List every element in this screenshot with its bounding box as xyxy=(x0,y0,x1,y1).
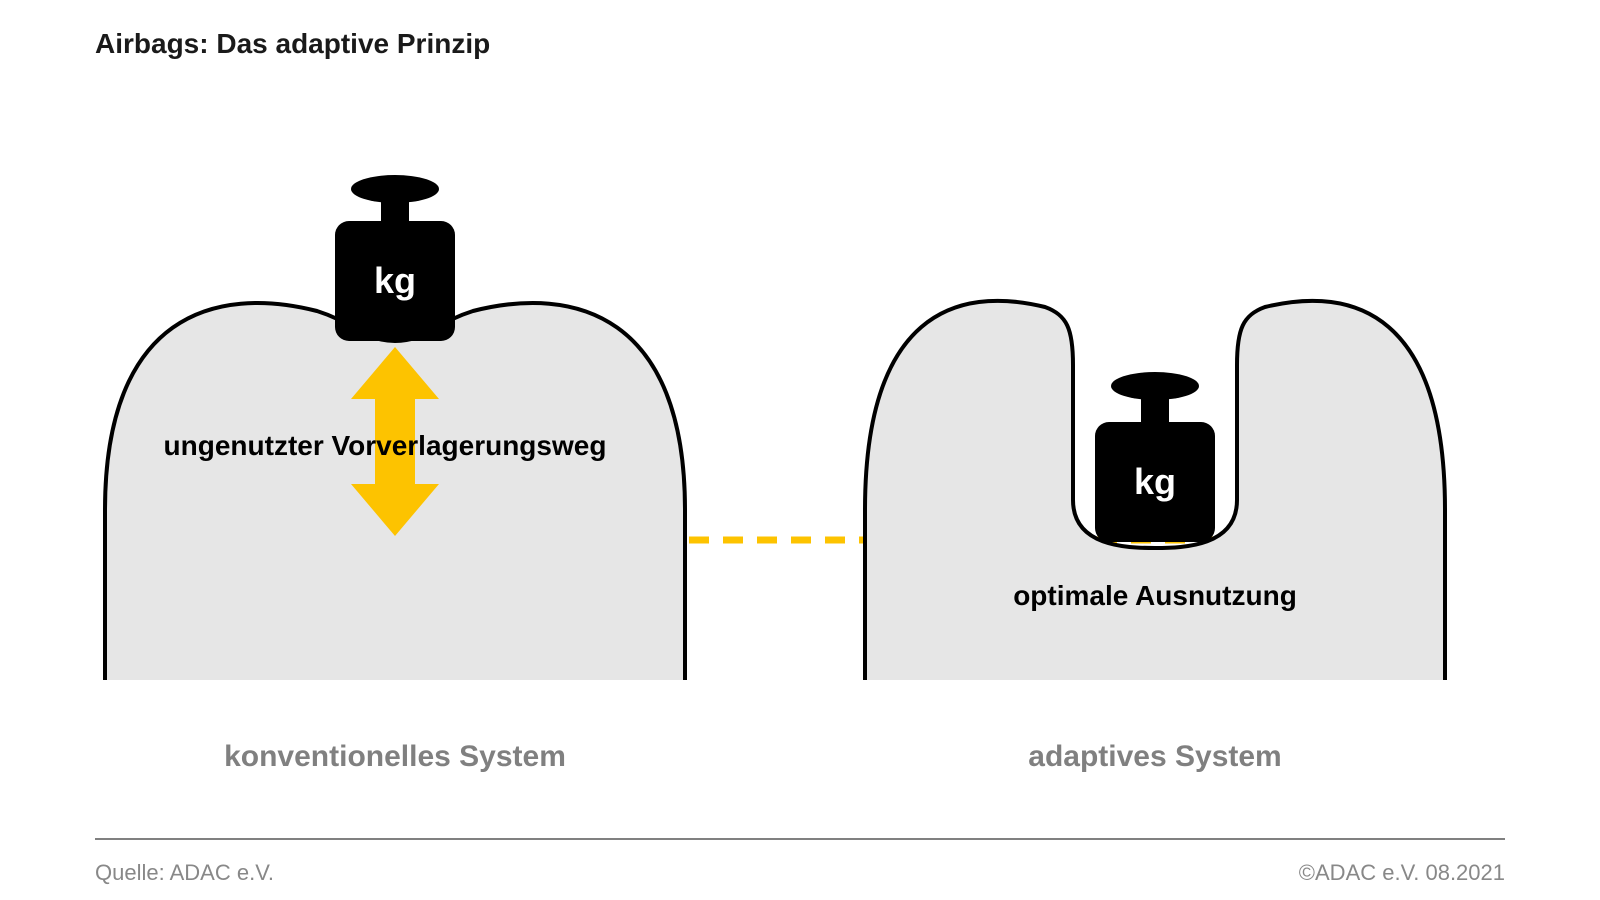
left-weight-cap xyxy=(351,175,439,203)
left-weight-label: kg xyxy=(374,260,416,301)
left-annotation: ungenutzter Vorverlagerungsweg xyxy=(125,430,645,462)
right-caption: adaptives System xyxy=(895,740,1415,774)
footer-rule xyxy=(95,838,1505,840)
right-weight-label: kg xyxy=(1134,461,1176,502)
left-caption: konventionelles System xyxy=(135,740,655,774)
right-annotation: optimale Ausnutzung xyxy=(955,580,1355,612)
right-weight-cap xyxy=(1111,372,1199,400)
footer-source: Quelle: ADAC e.V. xyxy=(95,860,274,886)
footer-copyright: ©ADAC e.V. 08.2021 xyxy=(1299,860,1505,886)
